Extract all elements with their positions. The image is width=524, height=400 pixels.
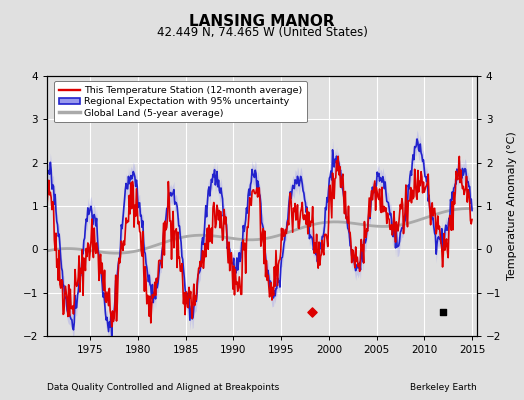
Point <box>308 309 316 315</box>
Text: LANSING MANOR: LANSING MANOR <box>189 14 335 29</box>
Point <box>439 309 447 315</box>
Text: Data Quality Controlled and Aligned at Breakpoints: Data Quality Controlled and Aligned at B… <box>47 383 279 392</box>
Y-axis label: Temperature Anomaly (°C): Temperature Anomaly (°C) <box>507 132 517 280</box>
Text: Berkeley Earth: Berkeley Earth <box>410 383 477 392</box>
Text: 42.449 N, 74.465 W (United States): 42.449 N, 74.465 W (United States) <box>157 26 367 39</box>
